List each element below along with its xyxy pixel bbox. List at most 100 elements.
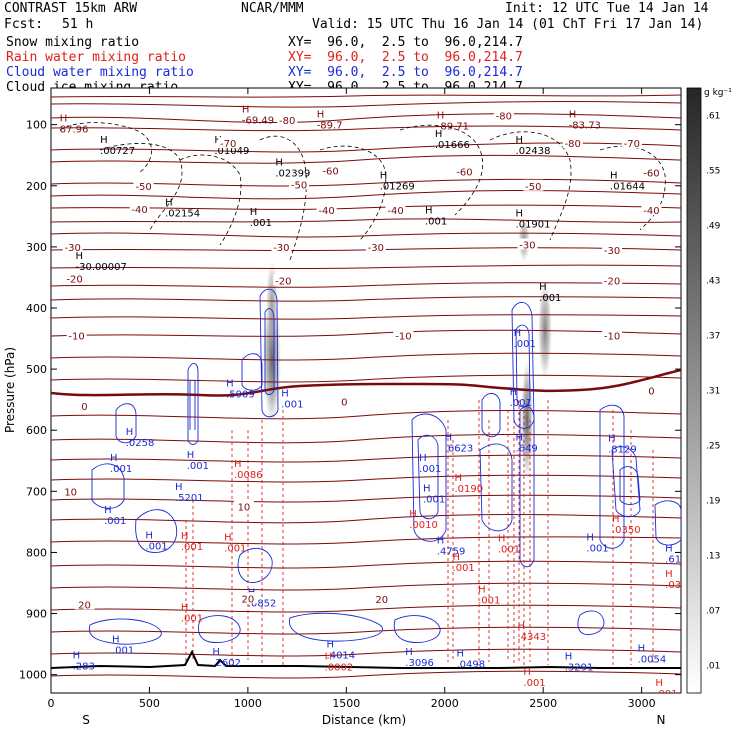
isotherm-label-bg bbox=[641, 166, 662, 178]
field-name-cloud-water: Cloud water mixing ratio bbox=[6, 65, 194, 80]
isotherm-label: -70 bbox=[220, 139, 236, 150]
colorbar-level: .61 bbox=[706, 112, 720, 122]
colorbar-level: .37 bbox=[706, 332, 720, 342]
maximum-marker: H bbox=[100, 135, 108, 146]
maximum-value: -83.73 bbox=[569, 120, 601, 131]
colorbar-units: g kg⁻¹ bbox=[704, 88, 732, 98]
maximum-value: .283 bbox=[73, 661, 95, 672]
maximum-marker: H bbox=[126, 427, 134, 438]
isotherm-label-bg bbox=[271, 240, 292, 252]
maximum-value: -89.71 bbox=[437, 122, 469, 133]
maximum-marker: H bbox=[250, 207, 258, 218]
y-axis-label: Pressure (hPa) bbox=[3, 347, 17, 433]
field-xy-cloud-water: XY= 96.0, 2.5 to 96.0,214.7 bbox=[288, 65, 523, 80]
isotherm-label-bg bbox=[74, 399, 95, 411]
maximum-value: .02399 bbox=[275, 169, 310, 180]
isotherm-label-bg bbox=[277, 113, 298, 125]
maximum-marker: H bbox=[437, 111, 445, 122]
maximum-marker: H bbox=[516, 135, 524, 146]
isotherm-label-bg bbox=[74, 598, 95, 610]
y-tick-label: 1000 bbox=[19, 669, 47, 682]
maximum-value: -69.49 bbox=[242, 116, 274, 127]
maximum-value: .001 bbox=[510, 398, 532, 409]
field-name-rain: Rain water mixing ratio bbox=[6, 50, 187, 65]
maximum-marker: H bbox=[516, 208, 524, 219]
isotherm-label-bg bbox=[641, 384, 662, 396]
maximum-value: .0498 bbox=[456, 659, 485, 670]
maximum-marker: H bbox=[212, 647, 220, 658]
maximum-marker: H bbox=[165, 197, 173, 208]
maximum-marker: H bbox=[586, 532, 594, 543]
isotherm-label: -10 bbox=[395, 332, 411, 343]
maximum-marker: H bbox=[423, 483, 431, 494]
maximum-value: .01049 bbox=[214, 146, 249, 157]
x-tick-label: 3000 bbox=[628, 697, 656, 710]
isotherm-label: -80 bbox=[279, 116, 295, 127]
maximum-value: -30.00007 bbox=[76, 262, 127, 273]
y-tick-label: 900 bbox=[26, 608, 47, 621]
maximum-value: .001 bbox=[181, 614, 203, 625]
north-label: N bbox=[657, 713, 666, 727]
isotherm-label-bg bbox=[289, 178, 310, 190]
maximum-value: .001 bbox=[655, 689, 677, 700]
isotherm-label: -60 bbox=[456, 168, 472, 179]
maximum-value: .649 bbox=[516, 444, 538, 455]
colorbar-level: .49 bbox=[706, 222, 721, 232]
maximum-marker: H bbox=[405, 647, 413, 658]
maximum-value: .00727 bbox=[100, 146, 135, 157]
isotherm-label-bg bbox=[385, 204, 406, 216]
isotherm-label: -30 bbox=[64, 243, 80, 254]
isotherm-label-bg bbox=[133, 179, 154, 191]
maximum-marker: H bbox=[453, 552, 461, 563]
maximum-value: -89.7 bbox=[317, 120, 343, 131]
x-axis-ticks: 0 500 1000 1500 2000 2500 3000 bbox=[48, 88, 656, 710]
colorbar-level: .19 bbox=[706, 497, 721, 507]
isotherm-label: -80 bbox=[496, 112, 512, 123]
maximum-value: .0010 bbox=[409, 520, 438, 531]
isotherm-label-bg bbox=[602, 329, 623, 341]
maximum-marker: H bbox=[275, 158, 283, 169]
isotherm-label: -10 bbox=[68, 332, 84, 343]
isotherm-label-bg bbox=[218, 137, 239, 148]
isotherm-label-bg bbox=[273, 274, 294, 286]
maximum-marker: H bbox=[409, 509, 417, 520]
maximum-marker: H bbox=[510, 387, 518, 398]
maximum-value: .5909 bbox=[226, 389, 255, 400]
valid-time: Valid: 15 UTC Thu 16 Jan 14 (01 ChT Fri … bbox=[312, 17, 704, 32]
field-xy-snow: XY= 96.0, 2.5 to 96.0,214.7 bbox=[288, 35, 523, 50]
rain-water-contours bbox=[185, 400, 654, 665]
snow-plume-4 bbox=[538, 280, 552, 380]
maximum-value: .4014 bbox=[327, 650, 356, 661]
colorbar-levels: .01 .07 .13 .19 .25 .31 .37 .43 .49 .55 .61 bbox=[706, 112, 721, 672]
colorbar-level: .43 bbox=[706, 277, 720, 287]
isotherm-label-bg bbox=[320, 164, 341, 176]
isotherm-label-bg bbox=[562, 137, 583, 148]
colorbar-level: .31 bbox=[706, 387, 720, 397]
maximum-value: .001 bbox=[539, 293, 561, 304]
isotherm-label-bg bbox=[64, 272, 85, 284]
maximum-value: .001 bbox=[478, 595, 500, 606]
cloud-water-contours bbox=[88, 288, 681, 645]
maximum-value: .001 bbox=[523, 678, 545, 689]
x-tick-label: 1000 bbox=[234, 697, 262, 710]
isotherm-label: -30 bbox=[604, 246, 620, 257]
maximum-marker: H bbox=[655, 678, 663, 689]
maximum-value: .0258 bbox=[126, 438, 155, 449]
isotherm-label: -40 bbox=[387, 206, 403, 217]
maximum-marker: H bbox=[437, 535, 445, 546]
x-tick-label: 2500 bbox=[529, 697, 557, 710]
isotherm-label: -30 bbox=[273, 243, 289, 254]
maximum-marker: H bbox=[234, 459, 242, 470]
maximum-marker: H bbox=[76, 251, 84, 262]
isotherm-label-bg bbox=[371, 592, 392, 604]
x-tick-label: 0 bbox=[48, 697, 55, 710]
isotherm-label: -10 bbox=[604, 332, 620, 343]
maximum-marker: H bbox=[498, 534, 506, 545]
maximum-marker: H bbox=[435, 129, 443, 140]
isotherm-label-bg bbox=[621, 137, 642, 148]
isotherm-label: 0 bbox=[341, 398, 347, 409]
organization-label: NCAR/MMM bbox=[241, 1, 304, 16]
maximum-value: .001 bbox=[425, 216, 447, 227]
maximum-value: .610 bbox=[665, 554, 687, 565]
